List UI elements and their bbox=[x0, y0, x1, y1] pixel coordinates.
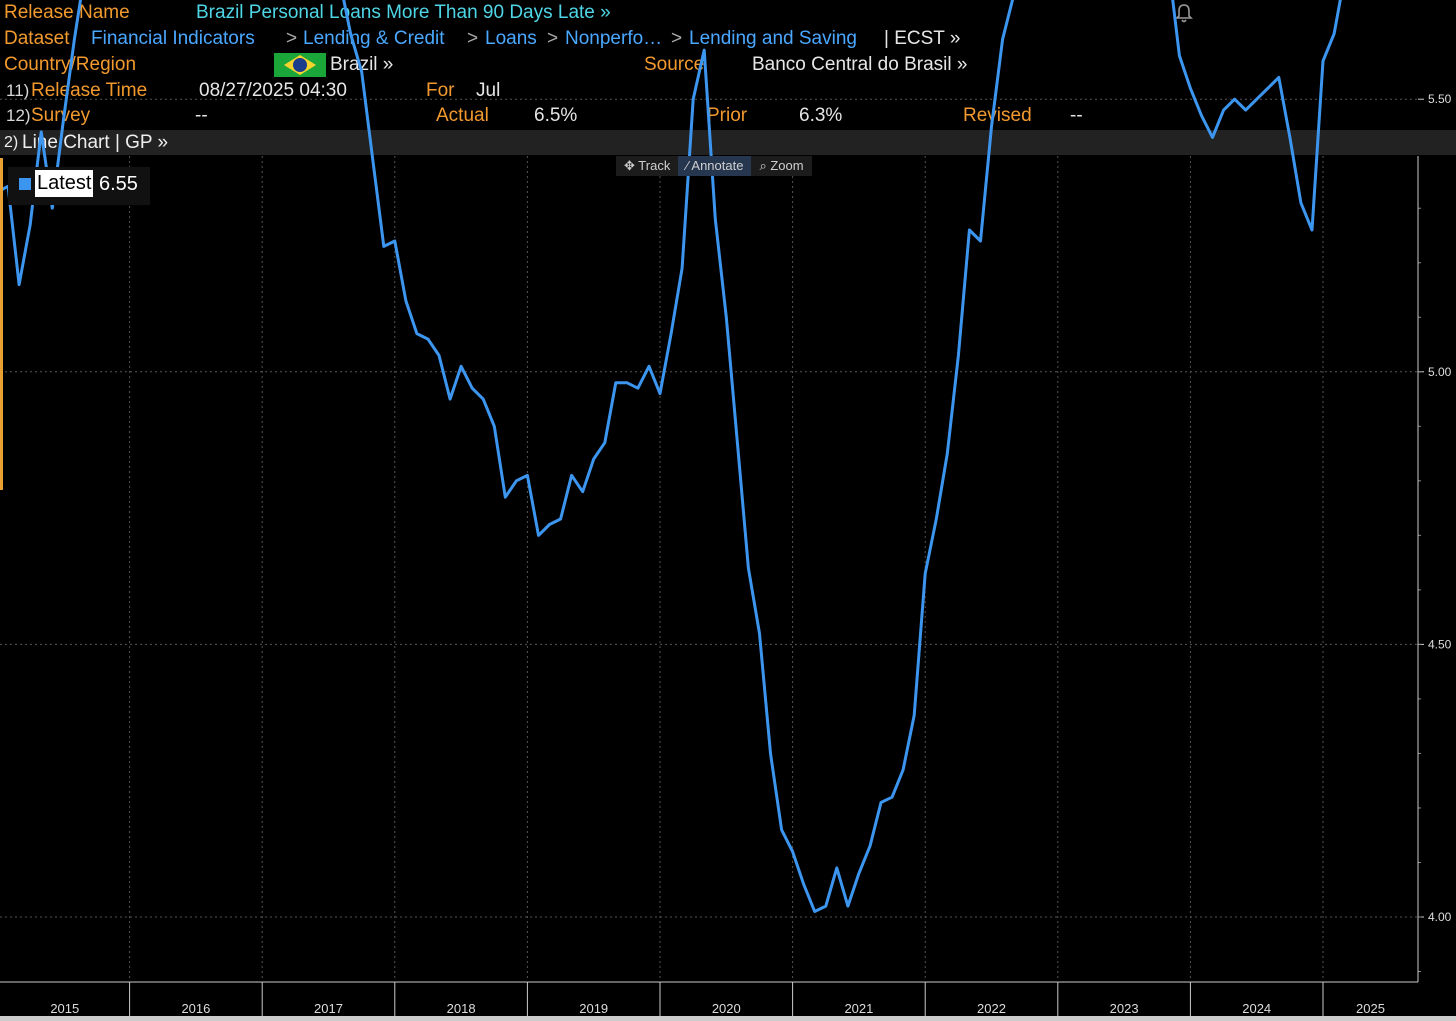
release-time-number: 11) bbox=[6, 81, 30, 100]
dataset-label: Dataset bbox=[4, 28, 70, 49]
x-tick-label: 2015 bbox=[50, 1001, 79, 1016]
bottom-scrollbar bbox=[0, 1016, 1456, 1021]
crumb-separator: > bbox=[547, 28, 559, 49]
actual-value: 6.5% bbox=[534, 105, 578, 126]
revised-value: -- bbox=[1070, 105, 1083, 126]
source-value[interactable]: Banco Central do Brasil » bbox=[752, 54, 968, 75]
x-tick-label: 2022 bbox=[977, 1001, 1006, 1016]
orange-indicator-bar bbox=[0, 158, 3, 490]
dataset-crumb-loans[interactable]: Loans bbox=[485, 28, 537, 49]
for-label: For bbox=[426, 80, 455, 101]
x-tick-label: 2025 bbox=[1356, 1001, 1385, 1016]
x-tick-label: 2016 bbox=[181, 1001, 210, 1016]
crumb-separator: > bbox=[286, 28, 298, 49]
x-tick-label: 2021 bbox=[844, 1001, 873, 1016]
for-value: Jul bbox=[476, 80, 501, 101]
chart-toolbar: ✥ Track ⁄ Annotate ⌕ Zoom bbox=[616, 156, 812, 176]
release-name-link[interactable]: Brazil Personal Loans More Than 90 Days … bbox=[196, 2, 611, 23]
release-time-value: 08/27/2025 04:30 bbox=[199, 80, 347, 101]
survey-label[interactable]: Survey bbox=[31, 105, 91, 126]
y-tick-label: 4.50 bbox=[1428, 637, 1452, 651]
country-value[interactable]: Brazil » bbox=[330, 54, 394, 75]
bell-icon[interactable] bbox=[1173, 2, 1195, 24]
crumb-separator: > bbox=[671, 28, 683, 49]
brazil-flag-icon bbox=[274, 53, 326, 77]
y-tick-label: 5.00 bbox=[1428, 365, 1452, 379]
zoom-button[interactable]: ⌕ Zoom bbox=[759, 158, 804, 173]
header-panel: Release Name Brazil Personal Loans More … bbox=[0, 0, 1456, 130]
series-line-latest bbox=[0, 0, 1342, 913]
legend-value: 6.55 bbox=[99, 173, 138, 195]
prior-label: Prior bbox=[707, 105, 748, 126]
x-tick-label: 2018 bbox=[447, 1001, 476, 1016]
dataset-crumb-lending-saving[interactable]: Lending and Saving bbox=[689, 28, 857, 49]
dataset-crumb-financial[interactable]: Financial Indicators bbox=[91, 28, 255, 49]
annotate-button[interactable]: ⁄ Annotate bbox=[678, 156, 752, 176]
dataset-crumb-nonperforming[interactable]: Nonperfo… bbox=[565, 28, 663, 49]
x-tick-label: 2020 bbox=[712, 1001, 741, 1016]
chart-title-number: 2) bbox=[4, 134, 19, 151]
legend-name[interactable]: Latest bbox=[35, 170, 94, 197]
y-tick-label: 4.00 bbox=[1428, 910, 1452, 924]
source-label: Source bbox=[644, 54, 705, 75]
legend: Latest 6.55 bbox=[8, 167, 150, 205]
release-name-label: Release Name bbox=[4, 2, 130, 23]
legend-swatch bbox=[19, 178, 31, 190]
dataset-suffix[interactable]: | ECST » bbox=[884, 28, 961, 49]
release-time-label[interactable]: Release Time bbox=[31, 80, 148, 101]
x-tick-label: 2023 bbox=[1110, 1001, 1139, 1016]
prior-value: 6.3% bbox=[799, 105, 843, 126]
crumb-separator: > bbox=[467, 28, 479, 49]
survey-number: 12) bbox=[6, 106, 31, 125]
revised-label: Revised bbox=[963, 105, 1032, 126]
x-tick-label: 2017 bbox=[314, 1001, 343, 1016]
zoom-icon: ⌕ bbox=[759, 158, 767, 173]
track-button[interactable]: ✥ Track bbox=[624, 158, 671, 173]
track-icon: ✥ bbox=[624, 158, 635, 173]
x-tick-label: 2019 bbox=[579, 1001, 608, 1016]
annotate-icon: ⁄ bbox=[686, 158, 689, 173]
actual-label: Actual bbox=[436, 105, 489, 126]
dataset-crumb-lending[interactable]: Lending & Credit bbox=[303, 28, 445, 49]
x-tick-label: 2024 bbox=[1242, 1001, 1271, 1016]
y-tick-label: 5.50 bbox=[1428, 92, 1452, 106]
survey-value: -- bbox=[195, 105, 208, 126]
